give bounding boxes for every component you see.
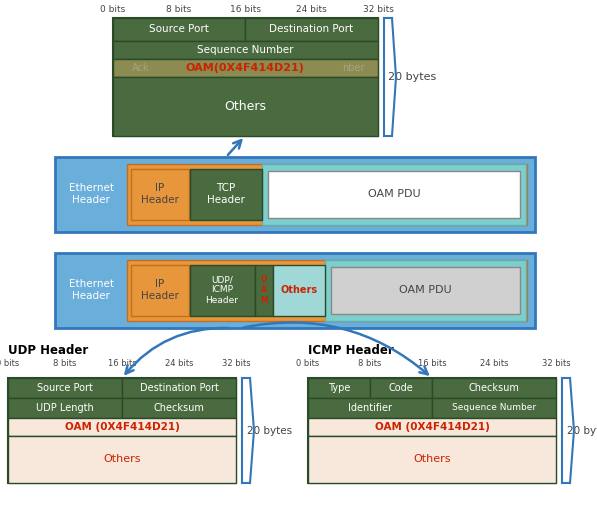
Text: 0 bits: 0 bits <box>296 359 319 368</box>
Bar <box>113 41 378 59</box>
Text: 0 bits: 0 bits <box>100 5 125 15</box>
Text: OAM PDU: OAM PDU <box>399 285 451 295</box>
Text: 20 bytes: 20 bytes <box>388 72 436 82</box>
Bar <box>432 398 556 418</box>
Bar <box>113 18 245 41</box>
Bar <box>113 77 378 136</box>
Bar <box>131 169 189 220</box>
Text: 32 bits: 32 bits <box>541 359 570 368</box>
Bar <box>331 267 520 314</box>
Text: Others: Others <box>224 100 266 113</box>
Bar <box>370 378 432 398</box>
Text: OAM(0X4F414D21): OAM(0X4F414D21) <box>186 63 304 73</box>
Text: IP
Header: IP Header <box>141 279 179 301</box>
Text: Checksum: Checksum <box>469 383 519 393</box>
Text: Others: Others <box>413 454 451 464</box>
Text: Code: Code <box>389 383 413 393</box>
Text: 24 bits: 24 bits <box>165 359 193 368</box>
Bar <box>308 398 432 418</box>
Text: Checksum: Checksum <box>153 403 204 413</box>
Bar <box>262 164 526 225</box>
Bar <box>190 265 255 316</box>
Text: IP
Header: IP Header <box>141 183 179 205</box>
Text: Destination Port: Destination Port <box>140 383 219 393</box>
Text: Ethernet
Header: Ethernet Header <box>69 183 113 205</box>
Text: 0 bits: 0 bits <box>0 359 20 368</box>
Text: O
A
M: O A M <box>260 275 268 305</box>
Bar <box>432 378 556 398</box>
Text: 16 bits: 16 bits <box>418 359 447 368</box>
Text: 16 bits: 16 bits <box>229 5 260 15</box>
Bar <box>55 253 535 328</box>
Text: Others: Others <box>281 285 318 295</box>
Bar <box>245 18 378 41</box>
Text: UDP/
ICMP
Header: UDP/ ICMP Header <box>205 275 238 305</box>
Text: Identifier: Identifier <box>348 403 392 413</box>
Text: Sequence Number: Sequence Number <box>452 403 536 412</box>
Text: 8 bits: 8 bits <box>167 5 192 15</box>
Bar <box>308 436 556 483</box>
Text: OAM PDU: OAM PDU <box>368 189 420 199</box>
Bar <box>113 59 378 77</box>
Bar <box>131 265 189 316</box>
Text: 8 bits: 8 bits <box>358 359 381 368</box>
Text: Source Port: Source Port <box>37 383 93 393</box>
Bar <box>8 398 122 418</box>
Text: 8 bits: 8 bits <box>53 359 76 368</box>
Bar <box>8 436 236 483</box>
Bar <box>127 164 527 225</box>
Text: UDP Length: UDP Length <box>36 403 94 413</box>
Text: Sequence Number: Sequence Number <box>197 45 293 55</box>
Bar <box>268 171 520 218</box>
Bar <box>8 378 236 483</box>
Bar <box>55 157 535 232</box>
Bar <box>122 378 236 398</box>
Text: UDP Header: UDP Header <box>8 344 88 356</box>
Bar <box>113 18 378 136</box>
Bar <box>308 378 556 483</box>
Bar <box>190 169 262 220</box>
Text: nber: nber <box>341 63 364 73</box>
Text: 20 bytes: 20 bytes <box>567 425 597 435</box>
Text: Type: Type <box>328 383 350 393</box>
Bar <box>122 398 236 418</box>
Text: Destination Port: Destination Port <box>269 24 353 34</box>
Bar <box>8 418 236 436</box>
Text: 32 bits: 32 bits <box>221 359 250 368</box>
Bar <box>127 260 527 321</box>
Bar <box>308 418 556 436</box>
Bar <box>8 378 122 398</box>
Bar <box>255 265 273 316</box>
Text: Ack: Ack <box>133 63 150 73</box>
Text: Ethernet
Header: Ethernet Header <box>69 279 113 301</box>
Text: Others: Others <box>103 454 141 464</box>
Text: 16 bits: 16 bits <box>107 359 136 368</box>
Text: OAM (0X4F414D21): OAM (0X4F414D21) <box>64 422 180 432</box>
Bar <box>308 378 370 398</box>
Text: OAM (0X4F414D21): OAM (0X4F414D21) <box>374 422 490 432</box>
Text: 24 bits: 24 bits <box>480 359 508 368</box>
Text: ICMP Header: ICMP Header <box>308 344 394 356</box>
Text: 20 bytes: 20 bytes <box>247 425 293 435</box>
Text: 24 bits: 24 bits <box>296 5 327 15</box>
Text: Source Port: Source Port <box>149 24 209 34</box>
Bar <box>273 265 325 316</box>
Text: TCP
Header: TCP Header <box>207 183 245 205</box>
Bar <box>325 260 526 321</box>
Text: 32 bits: 32 bits <box>362 5 393 15</box>
